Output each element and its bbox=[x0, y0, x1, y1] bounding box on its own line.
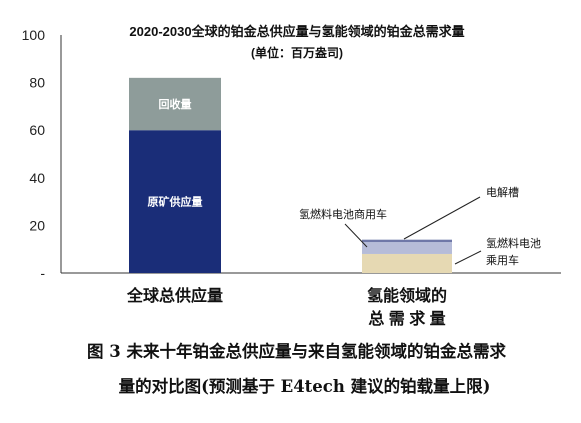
bar-segment bbox=[362, 242, 452, 254]
figure-caption-line-1: 图 3 未来十年铂金总供应量与来自氢能领域的铂金总需求 bbox=[87, 342, 506, 361]
chart-subtitle: (单位：百万盎司) bbox=[251, 45, 343, 60]
callout-label-line: 乘用车 bbox=[486, 253, 519, 267]
callout-label-line: 氢燃料电池 bbox=[486, 236, 541, 250]
segment-label: 回收量 bbox=[159, 97, 192, 111]
category-label-line: 总 需 求 量 bbox=[368, 309, 445, 328]
y-tick-label: 40 bbox=[29, 170, 45, 186]
bar-segment bbox=[362, 239, 452, 243]
segment-label: 原矿供应量 bbox=[148, 195, 203, 209]
bar-segment bbox=[362, 253, 452, 273]
category-label-line: 全球总供应量 bbox=[126, 286, 223, 305]
category-label: 全球总供应量 bbox=[126, 286, 223, 305]
y-axis-ticks: 100 80 60 40 20 - bbox=[22, 27, 46, 281]
callout-leader-line bbox=[344, 223, 368, 248]
y-tick-label: 100 bbox=[22, 27, 46, 43]
category-label: 氢能领域的总 需 求 量 bbox=[367, 286, 447, 328]
y-tick-label: 80 bbox=[29, 75, 45, 91]
bar-segment bbox=[129, 77, 221, 131]
bar-segments bbox=[129, 77, 452, 273]
chart: 2020-2030全球的铂金总供应量与氢能领域的铂金总需求量 (单位：百万盎司)… bbox=[22, 24, 561, 328]
figure-caption-line-2: 量的对比图(预测基于 E4tech 建议的铂载量上限) bbox=[118, 377, 491, 396]
y-tick-label: - bbox=[40, 265, 45, 281]
y-tick-label: 60 bbox=[29, 122, 45, 138]
y-tick-label: 20 bbox=[29, 217, 45, 233]
chart-title: 2020-2030全球的铂金总供应量与氢能领域的铂金总需求量 bbox=[129, 24, 464, 39]
category-labels: 全球总供应量 氢能领域的总 需 求 量 bbox=[126, 286, 447, 328]
category-label-line: 氢能领域的 bbox=[367, 286, 447, 305]
callout-label: 电解槽 bbox=[486, 185, 519, 199]
callout-label: 氢燃料电池乘用车 bbox=[486, 236, 541, 267]
callout-leader-line bbox=[403, 196, 481, 240]
bar-segment bbox=[129, 130, 221, 273]
callout-leader-line bbox=[454, 250, 482, 265]
callout-label: 氢燃料电池商用车 bbox=[299, 207, 387, 221]
